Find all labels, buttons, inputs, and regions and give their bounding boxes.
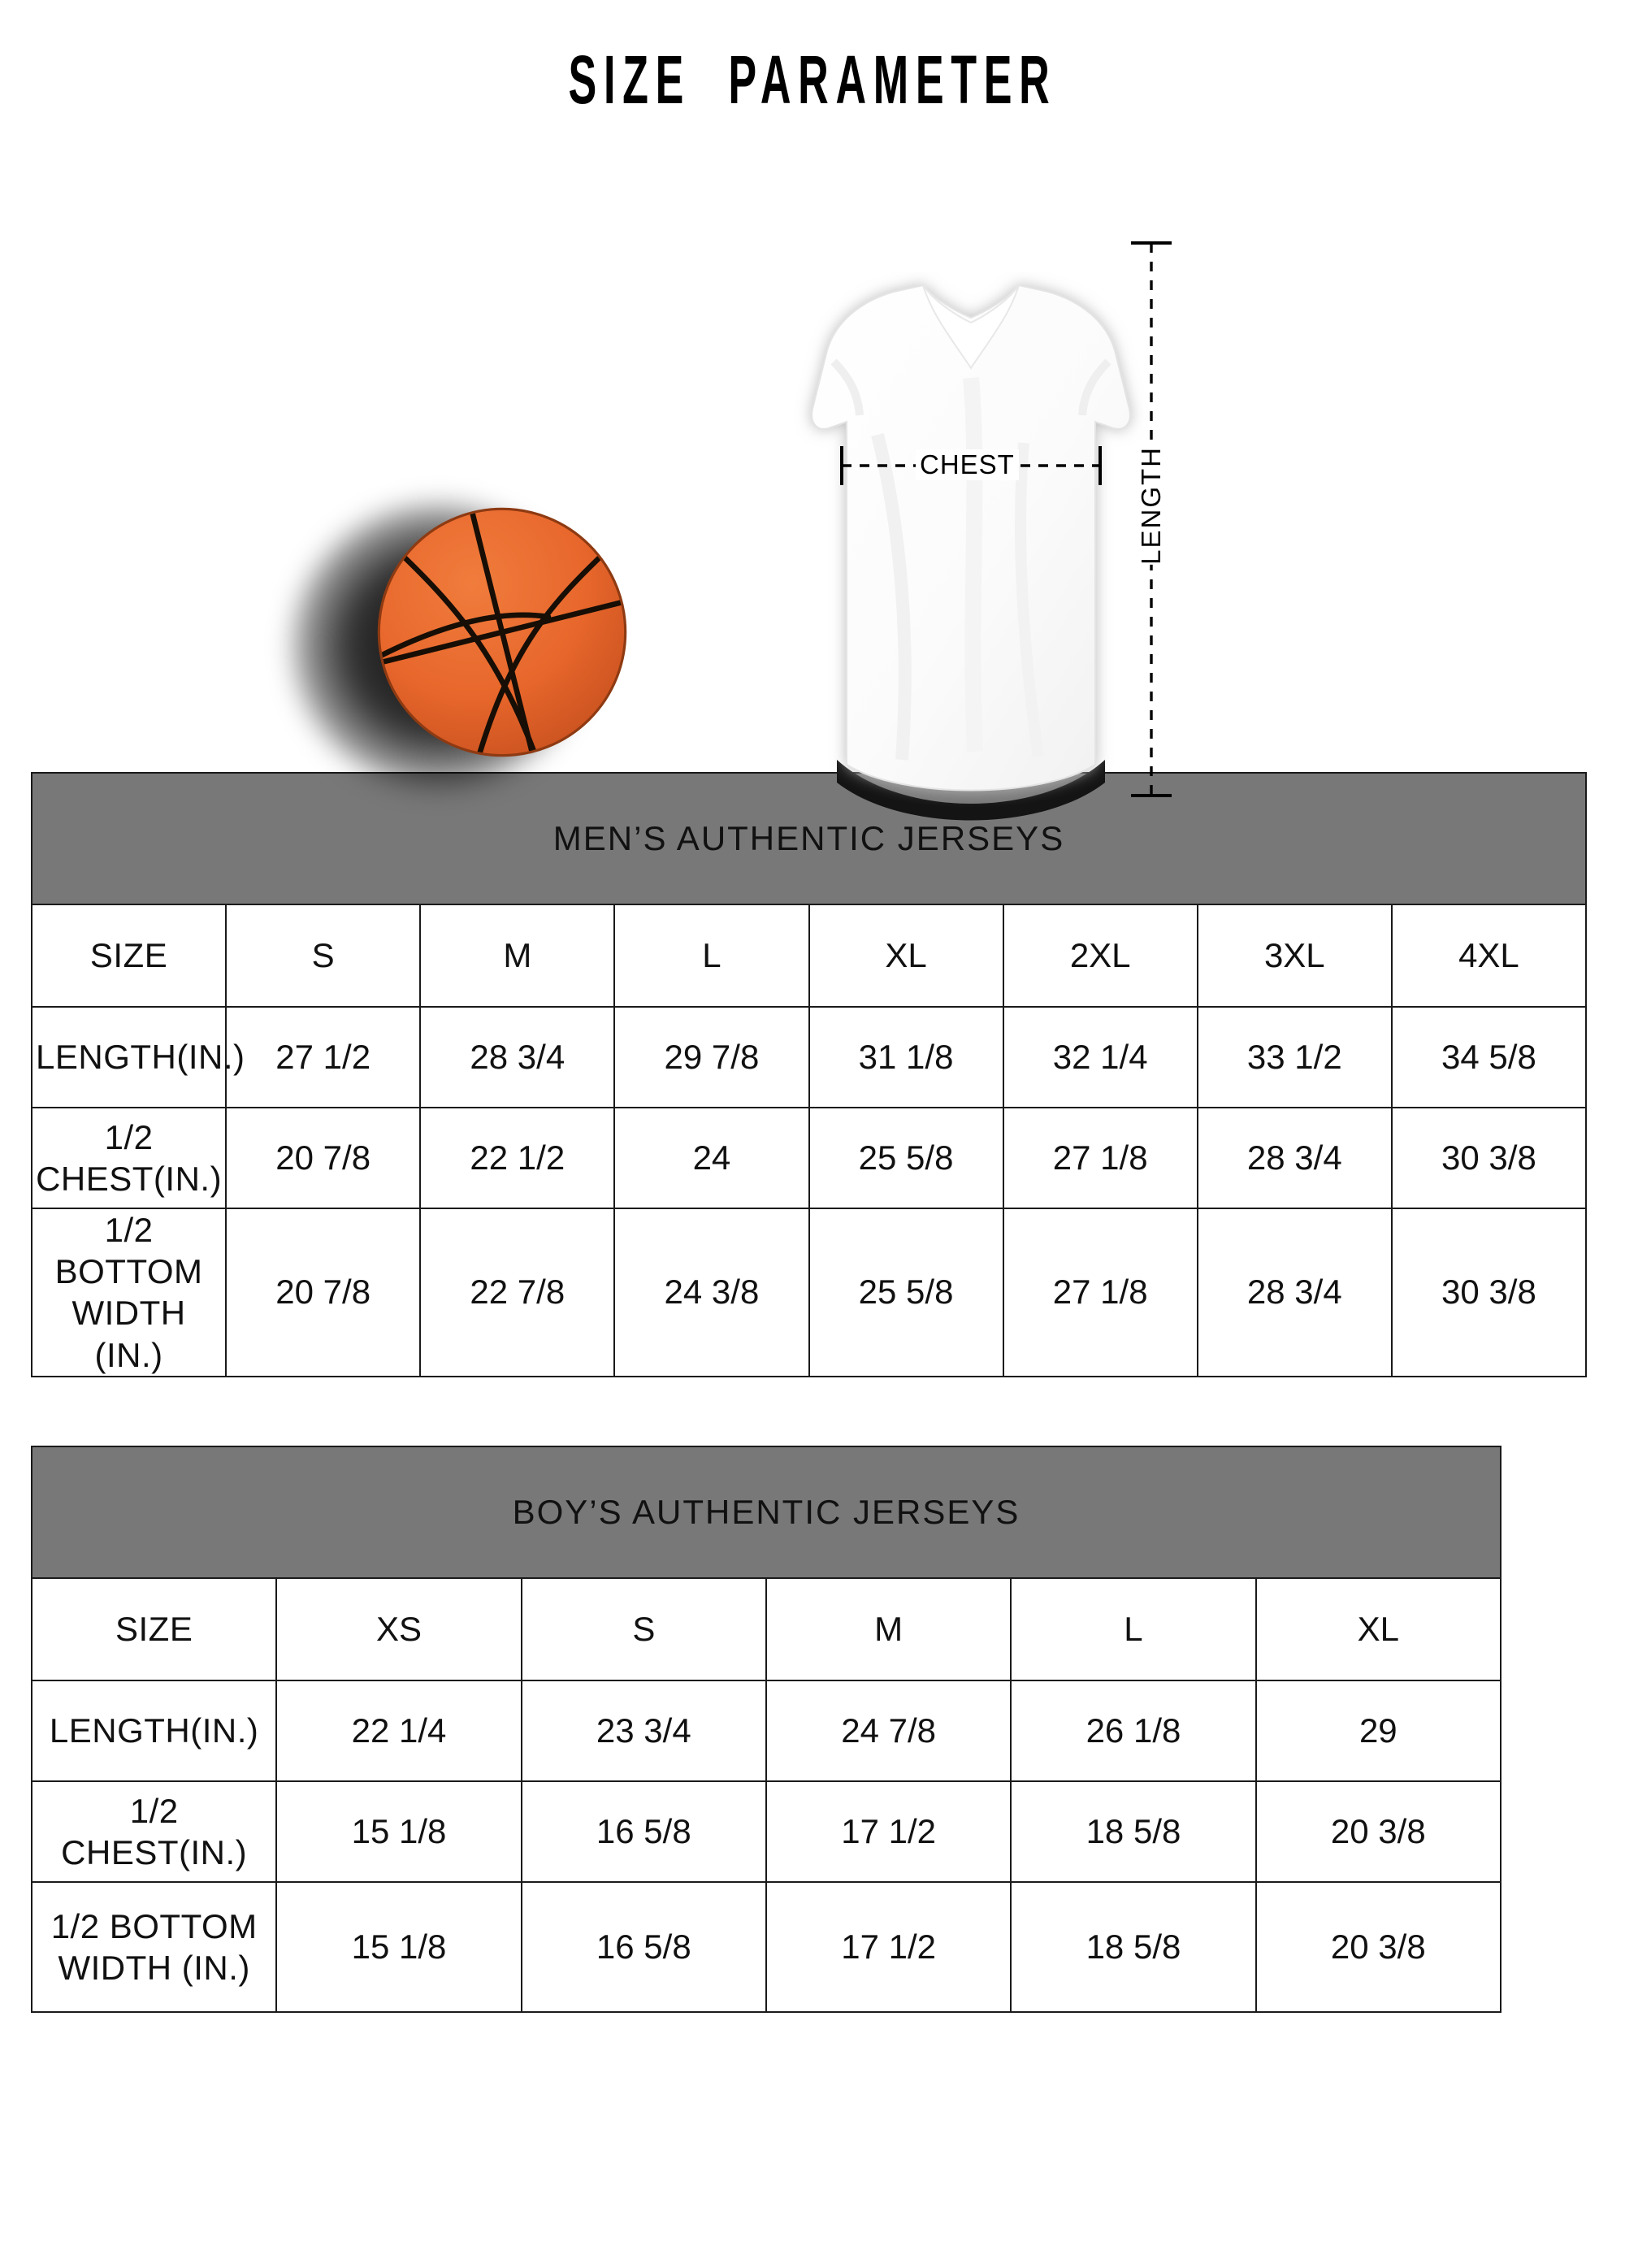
mens-header-4xl: 4XL: [1390, 904, 1588, 1008]
boys-row-bottom-width-m: 17 1/2: [765, 1880, 1012, 2013]
mens-row-chest: 1/2 CHEST(IN.) 20 7/8 22 1/2 24 25 5/8 2…: [30, 1107, 1588, 1209]
boys-header-s: S: [520, 1576, 767, 1681]
boys-header-xs: XS: [275, 1576, 522, 1681]
boys-header-m: M: [765, 1576, 1012, 1681]
mens-row-length-xl: 31 1/8: [808, 1006, 1004, 1108]
mens-row-chest-m: 22 1/2: [419, 1107, 616, 1209]
boys-row-length-xs: 22 1/4: [275, 1679, 522, 1782]
boys-row-bottom-width-xl: 20 3/8: [1254, 1880, 1502, 2013]
boys-row-length-label: LENGTH(IN.): [30, 1679, 278, 1782]
boys-table-band-row: BOY’S AUTHENTIC JERSEYS: [31, 1445, 1502, 1579]
mens-row-length-l: 29 7/8: [613, 1006, 810, 1108]
mens-row-bottom-width-l: 24 3/8: [613, 1208, 810, 1377]
chest-measurement-label: CHEST: [916, 449, 1019, 480]
table-gap-spacer: [0, 1377, 1625, 1446]
mens-row-length-m: 28 3/4: [419, 1006, 616, 1108]
mens-row-length-2xl: 32 1/4: [1002, 1006, 1198, 1108]
boys-row-chest-label: 1/2 CHEST(IN.): [30, 1780, 278, 1883]
mens-row-length-4xl: 34 5/8: [1390, 1006, 1588, 1108]
boys-header-size: SIZE: [30, 1576, 278, 1681]
basketball-jersey-icon: [811, 284, 1131, 821]
length-measurement-line: [1131, 241, 1172, 797]
mens-row-chest-label: 1/2 CHEST(IN.): [30, 1107, 228, 1209]
mens-row-bottom-width: 1/2 BOTTOM WIDTH (IN.) 20 7/8 22 7/8 24 …: [30, 1208, 1588, 1377]
boys-row-chest: 1/2 CHEST(IN.) 15 1/8 16 5/8 17 1/2 18 5…: [30, 1780, 1502, 1883]
boys-header-l: L: [1010, 1576, 1257, 1681]
mens-row-bottom-width-xl: 25 5/8: [808, 1208, 1004, 1377]
mens-row-chest-2xl: 27 1/8: [1002, 1107, 1198, 1209]
boys-row-length-s: 23 3/4: [520, 1679, 767, 1782]
mens-size-table-block: MEN’S AUTHENTIC JERSEYS SIZE S M L XL 2X…: [0, 772, 1625, 1377]
mens-table-band-row: MEN’S AUTHENTIC JERSEYS: [31, 772, 1587, 905]
mens-row-bottom-width-2xl: 27 1/8: [1002, 1208, 1198, 1377]
boys-row-chest-s: 16 5/8: [520, 1780, 767, 1883]
boys-row-length-l: 26 1/8: [1010, 1679, 1257, 1782]
mens-header-size: SIZE: [30, 904, 228, 1008]
mens-row-length-3xl: 33 1/2: [1196, 1006, 1393, 1108]
boys-row-bottom-width-s: 16 5/8: [520, 1880, 767, 2013]
boys-header-xl: XL: [1254, 1576, 1502, 1681]
boys-row-chest-xl: 20 3/8: [1254, 1780, 1502, 1883]
mens-header-m: M: [419, 904, 616, 1008]
mens-row-length-s: 27 1/2: [225, 1006, 422, 1108]
mens-row-chest-s: 20 7/8: [225, 1107, 422, 1209]
mens-row-chest-l: 24: [613, 1107, 810, 1209]
mens-row-bottom-width-3xl: 28 3/4: [1196, 1208, 1393, 1377]
boys-row-length-xl: 29: [1254, 1679, 1502, 1782]
mens-row-bottom-width-s: 20 7/8: [225, 1208, 422, 1377]
boys-row-bottom-width-label: 1/2 BOTTOM WIDTH (IN.): [30, 1880, 278, 2013]
mens-row-length: LENGTH(IN.) 27 1/2 28 3/4 29 7/8 31 1/8 …: [30, 1006, 1588, 1108]
boys-row-chest-m: 17 1/2: [765, 1780, 1012, 1883]
mens-row-bottom-width-label: 1/2 BOTTOM WIDTH (IN.): [30, 1208, 228, 1377]
boys-row-bottom-width: 1/2 BOTTOM WIDTH (IN.) 15 1/8 16 5/8 17 …: [30, 1880, 1502, 2013]
boys-header-row: SIZE XS S M L XL: [30, 1576, 1502, 1681]
mens-header-row: SIZE S M L XL 2XL 3XL 4XL: [30, 904, 1588, 1008]
boys-size-table-block: BOY’S AUTHENTIC JERSEYS SIZE XS S M L XL…: [0, 1445, 1625, 2013]
mens-row-length-label: LENGTH(IN.): [30, 1006, 245, 1108]
mens-row-chest-4xl: 30 3/8: [1390, 1107, 1588, 1209]
basketball-illustration: [292, 496, 650, 821]
mens-header-s: S: [225, 904, 422, 1008]
page-title: SIZE PARAMETER: [568, 41, 1057, 118]
boys-row-length-m: 24 7/8: [765, 1679, 1012, 1782]
boys-row-bottom-width-l: 18 5/8: [1010, 1880, 1257, 2013]
boys-table-title: BOY’S AUTHENTIC JERSEYS: [31, 1445, 1502, 1579]
boys-row-bottom-width-xs: 15 1/8: [275, 1880, 522, 2013]
mens-header-l: L: [613, 904, 810, 1008]
mens-size-table: MEN’S AUTHENTIC JERSEYS SIZE S M L XL 2X…: [30, 772, 1588, 1377]
mens-row-chest-3xl: 28 3/4: [1196, 1107, 1393, 1209]
boys-row-chest-xs: 15 1/8: [275, 1780, 522, 1883]
mens-row-bottom-width-m: 22 7/8: [419, 1208, 616, 1377]
mens-header-2xl: 2XL: [1002, 904, 1198, 1008]
mens-header-3xl: 3XL: [1196, 904, 1393, 1008]
mens-table-title: MEN’S AUTHENTIC JERSEYS: [31, 772, 1587, 905]
mens-row-bottom-width-4xl: 30 3/8: [1390, 1208, 1588, 1377]
jersey-illustration: CHEST LENGTH: [780, 241, 1172, 833]
boys-row-length: LENGTH(IN.) 22 1/4 23 3/4 24 7/8 26 1/8 …: [30, 1679, 1502, 1782]
boys-row-chest-l: 18 5/8: [1010, 1780, 1257, 1883]
mens-header-xl: XL: [808, 904, 1004, 1008]
boys-size-table: BOY’S AUTHENTIC JERSEYS SIZE XS S M L XL…: [30, 1445, 1502, 2013]
mens-row-chest-xl: 25 5/8: [808, 1107, 1004, 1209]
illustration-area: CHEST LENGTH: [0, 114, 1625, 821]
length-measurement-label: LENGTH: [1136, 446, 1167, 565]
basketball-icon: [377, 507, 627, 757]
